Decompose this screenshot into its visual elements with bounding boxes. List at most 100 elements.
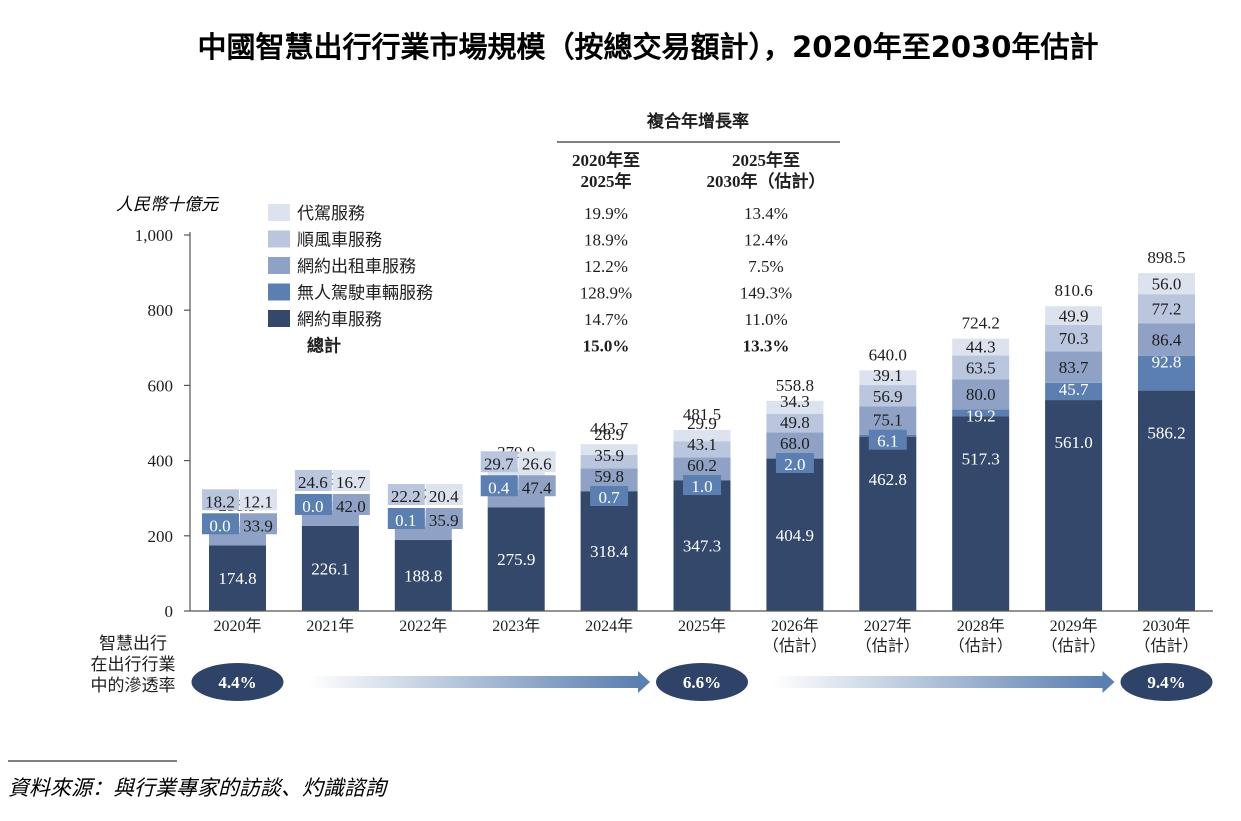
bar-segment-0 <box>580 491 638 611</box>
data-label-順風車服務: 56.9 <box>873 387 903 406</box>
x-axis: 2020年 2021年 2022年 2023年 2024年 2025年 2026年 （估計） 2… <box>190 610 1213 655</box>
data-label-box <box>518 475 556 497</box>
legend-label: 網約車服務 <box>297 310 382 330</box>
data-label-網約出租車服務: 75.1 <box>873 411 903 430</box>
penetration-oval <box>1120 663 1213 701</box>
data-label-box <box>294 493 332 515</box>
data-label-無人駕駛車輛服務: 45.7 <box>1059 380 1089 399</box>
data-label-網約車服務: 275.9 <box>497 550 535 569</box>
data-label-box <box>775 453 814 474</box>
trend-arrow-shaft <box>772 676 1103 688</box>
x-tick-label: （估計） <box>1042 637 1106 655</box>
penetration-oval <box>191 663 284 701</box>
bar-segment-3 <box>859 385 917 407</box>
data-label-網約出租車服務: 80.0 <box>966 385 996 404</box>
bar-segment-4 <box>1045 306 1103 325</box>
bar-segment-4 <box>952 338 1010 356</box>
bar-total-label: 810.6 <box>1054 281 1092 300</box>
x-tick-label: 2022年 <box>399 617 447 635</box>
cagr-value: 19.9% <box>584 204 628 223</box>
bar-segment-4 <box>673 429 731 442</box>
legend-label: 代駕服務 <box>297 204 365 224</box>
data-label-代駕服務: 56.0 <box>1152 275 1182 294</box>
bar-total-label: 640.0 <box>869 345 907 364</box>
cagr-column-header: 2020年至 <box>572 150 640 170</box>
data-label-網約出租車服務: 33.9 <box>243 516 273 535</box>
data-label-網約車服務: 586.2 <box>1147 424 1185 443</box>
data-label-代駕服務: 44.3 <box>966 337 996 356</box>
data-label-無人駕駛車輛服務: 0.0 <box>209 516 230 535</box>
data-label-代駕服務: 20.4 <box>429 487 459 506</box>
data-label-box <box>294 469 332 491</box>
cagr-value: 14.7% <box>584 310 628 329</box>
x-tick-label: （估計） <box>949 637 1013 655</box>
cagr-value: 11.0% <box>744 310 787 329</box>
bar-stacks: 238.9174.80.033.918.212.1309.4226.10.042… <box>202 248 1195 611</box>
data-label-網約出租車服務: 59.8 <box>594 467 624 486</box>
y-axis-label: 人民幣十億元 <box>116 195 220 215</box>
data-label-網約出租車服務: 47.4 <box>522 478 552 497</box>
legend-total-label: 總計 <box>307 336 341 357</box>
legend-swatch <box>268 283 290 301</box>
penetration-value: 9.4% <box>1147 673 1185 692</box>
bar-segment-0 <box>673 480 731 611</box>
data-label-box <box>387 484 425 506</box>
x-tick-label: （估計） <box>763 637 827 655</box>
data-label-網約出租車服務: 86.4 <box>1152 330 1182 349</box>
cagr-value: 149.3% <box>740 284 792 303</box>
y-tick-label: 800 <box>148 301 174 320</box>
x-tick-label: 2027年 <box>864 617 912 635</box>
trend-arrow-shaft <box>307 676 638 688</box>
data-label-box <box>202 513 239 535</box>
cagr-value: 12.4% <box>744 231 788 250</box>
bar-segment-0 <box>301 525 359 611</box>
data-label-box <box>480 451 518 473</box>
penetration-value: 4.4% <box>218 673 256 692</box>
data-label-網約車服務: 462.8 <box>869 470 907 489</box>
penetration-label: 中的滲透率 <box>91 676 176 696</box>
cagr-header: 複合年增長率 <box>646 111 749 132</box>
bar-segment-4 <box>580 444 638 456</box>
data-label-網約出租車服務: 68.0 <box>780 434 810 453</box>
data-label-無人駕駛車輛服務: 0.0 <box>302 497 323 516</box>
bar-segment-0 <box>1045 400 1103 611</box>
bar-segment-0 <box>952 416 1010 611</box>
data-label-網約出租車服務: 35.9 <box>429 511 459 530</box>
data-label-box <box>332 493 370 515</box>
x-tick-label: 2025年 <box>678 617 726 635</box>
bar-segment-3 <box>952 355 1010 380</box>
bar-segment-2 <box>673 457 731 481</box>
bar-segment-4 <box>766 400 824 414</box>
data-label-代駕服務: 16.7 <box>336 473 366 492</box>
x-tick-label: （估計） <box>1134 637 1198 655</box>
chart-title: 中國智慧出行行業市場規模（按總交易額計），2020年至2030年估計 <box>198 30 1099 64</box>
bar-segment-2 <box>952 379 1010 410</box>
data-label-網約車服務: 517.3 <box>962 449 1000 468</box>
data-label-無人駕駛車輛服務: 1.0 <box>691 477 712 496</box>
data-label-網約車服務: 174.8 <box>218 569 256 588</box>
data-label-無人駕駛車輛服務: 6.1 <box>877 432 898 451</box>
cagr-value: 12.2% <box>584 257 628 276</box>
data-label-順風車服務: 29.7 <box>484 454 514 473</box>
penetration-label: 智慧出行 <box>99 634 167 654</box>
bar-total-label: 898.5 <box>1147 248 1185 267</box>
bar-segment-2 <box>209 532 266 546</box>
bar-segment-3 <box>1138 294 1195 324</box>
x-tick-label: 2024年 <box>585 617 633 635</box>
x-tick-label: 2023年 <box>492 617 540 635</box>
data-label-網約車服務: 318.4 <box>590 542 629 561</box>
cagr-total-value: 15.0% <box>583 337 630 356</box>
data-label-代駕服務: 29.9 <box>687 414 717 433</box>
cagr-column-header: 2030年（估計） <box>707 171 826 191</box>
bar-segment-0 <box>766 458 824 611</box>
data-label-box <box>240 513 277 535</box>
bar-segment-2 <box>1138 323 1195 356</box>
bar-segment-4 <box>487 468 545 479</box>
y-tick-label: 1,000 <box>135 226 173 245</box>
legend-swatch <box>268 257 290 274</box>
bar-segment-2 <box>394 526 452 540</box>
trend-arrow-head <box>638 671 650 693</box>
cagr-column-header: 2025年 <box>581 171 632 191</box>
